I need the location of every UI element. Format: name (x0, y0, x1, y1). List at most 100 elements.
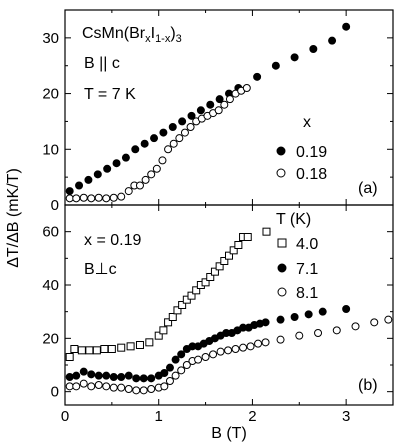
data-point-4.0 (243, 233, 252, 241)
data-point-4.0 (178, 301, 187, 309)
y-tick-label: 60 (42, 224, 59, 241)
data-point-8.1 (209, 350, 218, 359)
data-point-8.1 (165, 377, 174, 385)
data-point-8.1 (261, 338, 270, 347)
data-point-8.1 (109, 383, 118, 392)
panel-b-points (65, 227, 393, 395)
data-point-4.0 (206, 273, 215, 281)
data-point-0.18 (164, 145, 173, 154)
data-point-7.1 (139, 374, 148, 383)
data-point-4.0 (117, 343, 126, 352)
data-point-8.1 (139, 386, 148, 395)
data-point-4.0 (187, 291, 196, 300)
panel-a-points (65, 22, 351, 203)
data-point-7.1 (290, 313, 299, 321)
data-point-0.18 (109, 193, 118, 202)
data-point-7.1 (304, 310, 313, 319)
data-point-4.0 (220, 257, 229, 265)
data-point-0.19 (84, 175, 93, 184)
legend-label-T-4.0: 4.0 (296, 236, 318, 253)
data-point-4.0 (225, 251, 233, 260)
data-point-4.0 (168, 313, 177, 321)
data-point-0.19 (196, 106, 205, 115)
panel-b-legend-title: T (K) (276, 211, 311, 228)
data-point-8.1 (254, 339, 263, 348)
data-point-0.18 (135, 181, 144, 190)
data-point-4.0 (192, 286, 201, 295)
x-tick-label: 0 (61, 408, 69, 425)
data-point-0.18 (175, 134, 184, 143)
data-point-0.18 (147, 170, 156, 179)
panel-b: 0 20 40 60 x = 0.19 B⊥c T (K) 4.0 7.1 8.1 (… (42, 204, 394, 406)
data-point-0.18 (72, 194, 81, 203)
data-point-4.0 (107, 345, 116, 353)
data-point-7.1 (117, 373, 126, 381)
legend-label-T-8.1: 8.1 (296, 285, 318, 302)
data-point-8.1 (246, 342, 255, 351)
data-point-7.1 (72, 371, 81, 380)
legend-marker-T-8.1 (277, 287, 287, 297)
x-axis-label: B (T) (211, 425, 247, 442)
data-point-0.18 (242, 84, 251, 92)
data-point-7.1 (132, 374, 141, 383)
data-point-4.0 (77, 346, 86, 355)
data-point-4.0 (173, 306, 182, 315)
data-point-8.1 (370, 318, 379, 327)
legend-label-x-0.18: 0.18 (296, 166, 327, 183)
data-point-8.1 (194, 355, 203, 364)
y-tick-label: 30 (42, 30, 59, 47)
data-point-0.19 (215, 95, 224, 104)
data-point-0.18 (94, 193, 103, 202)
data-point-4.0 (201, 278, 210, 287)
data-point-8.1 (314, 329, 323, 337)
data-point-8.1 (182, 361, 191, 369)
y-axis-label: ΔT/ΔB (mK/T) (5, 168, 22, 268)
data-point-8.1 (160, 382, 169, 391)
data-point-7.1 (94, 371, 103, 380)
data-point-4.0 (65, 353, 74, 361)
data-point-0.18 (87, 194, 96, 203)
data-point-7.1 (124, 371, 133, 380)
data-point-8.1 (201, 353, 210, 361)
data-point-0.18 (180, 128, 189, 137)
y-tick-label: 20 (42, 86, 59, 103)
data-point-8.1 (94, 381, 103, 389)
data-point-7.1 (165, 363, 174, 372)
panel-b-orientation: B⊥c (84, 261, 117, 278)
data-point-4.0 (159, 326, 168, 335)
data-point-0.18 (141, 175, 150, 184)
data-point-7.1 (79, 367, 88, 376)
data-point-4.0 (135, 341, 144, 349)
data-point-0.19 (112, 159, 121, 168)
y-tick-label: 0 (51, 197, 59, 214)
data-point-0.19 (131, 145, 140, 154)
data-point-8.1 (332, 326, 341, 335)
data-point-8.1 (384, 315, 393, 324)
data-point-8.1 (65, 382, 74, 391)
data-point-0.18 (220, 100, 229, 109)
data-point-4.0 (234, 241, 243, 249)
data-point-0.19 (65, 187, 74, 196)
data-point-8.1 (216, 347, 225, 356)
data-point-4.0 (85, 346, 94, 355)
panel-b-ticks: 0 20 40 60 (42, 205, 393, 405)
x-tick-label: 1 (155, 408, 163, 425)
data-point-4.0 (70, 345, 79, 353)
data-point-8.1 (124, 385, 133, 393)
data-point-0.18 (214, 106, 223, 115)
data-point-0.19 (290, 53, 299, 62)
y-tick-label: 10 (42, 141, 59, 158)
data-point-8.1 (132, 386, 141, 395)
data-point-0.19 (328, 36, 337, 45)
data-point-0.18 (124, 187, 133, 196)
data-point-0.18 (117, 192, 126, 201)
data-point-8.1 (102, 382, 111, 391)
data-point-8.1 (79, 379, 88, 388)
panel-b-frame (64, 204, 394, 406)
data-point-0.18 (225, 95, 234, 104)
data-point-0.19 (140, 139, 149, 148)
data-point-4.0 (100, 345, 109, 353)
data-point-7.1 (109, 373, 118, 381)
data-point-4.0 (164, 318, 173, 327)
